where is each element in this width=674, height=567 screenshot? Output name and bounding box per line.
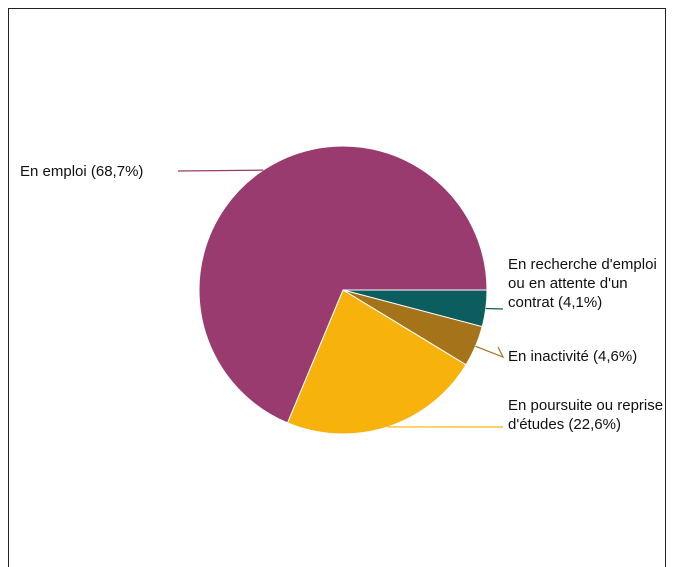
label-category: En recherche d'emploi ou en attente d'un…	[508, 256, 657, 311]
slice-label: En inactivité (4,6%)	[508, 347, 674, 366]
pie-slice	[198, 145, 488, 424]
label-value: (22,6%)	[568, 416, 621, 433]
leader-line	[475, 345, 505, 359]
frame	[8, 8, 666, 567]
slice-label: En recherche d'emploi ou en attente d'un…	[508, 255, 673, 312]
label-category: En poursuite ou reprise d'études	[508, 397, 664, 433]
pie-slice	[286, 289, 467, 435]
label-value: (68,7%)	[90, 163, 144, 180]
label-value: (4,1%)	[558, 294, 603, 311]
label-value: (4,6%)	[593, 348, 638, 365]
label-category: En inactivité	[508, 348, 589, 365]
leader-line	[177, 169, 264, 172]
label-category: En emploi	[20, 163, 87, 180]
slice-label: En emploi (68,7%)	[20, 162, 185, 181]
slice-label: En poursuite ou reprise d'études (22,6%)	[508, 396, 668, 434]
leader-line	[485, 307, 504, 310]
